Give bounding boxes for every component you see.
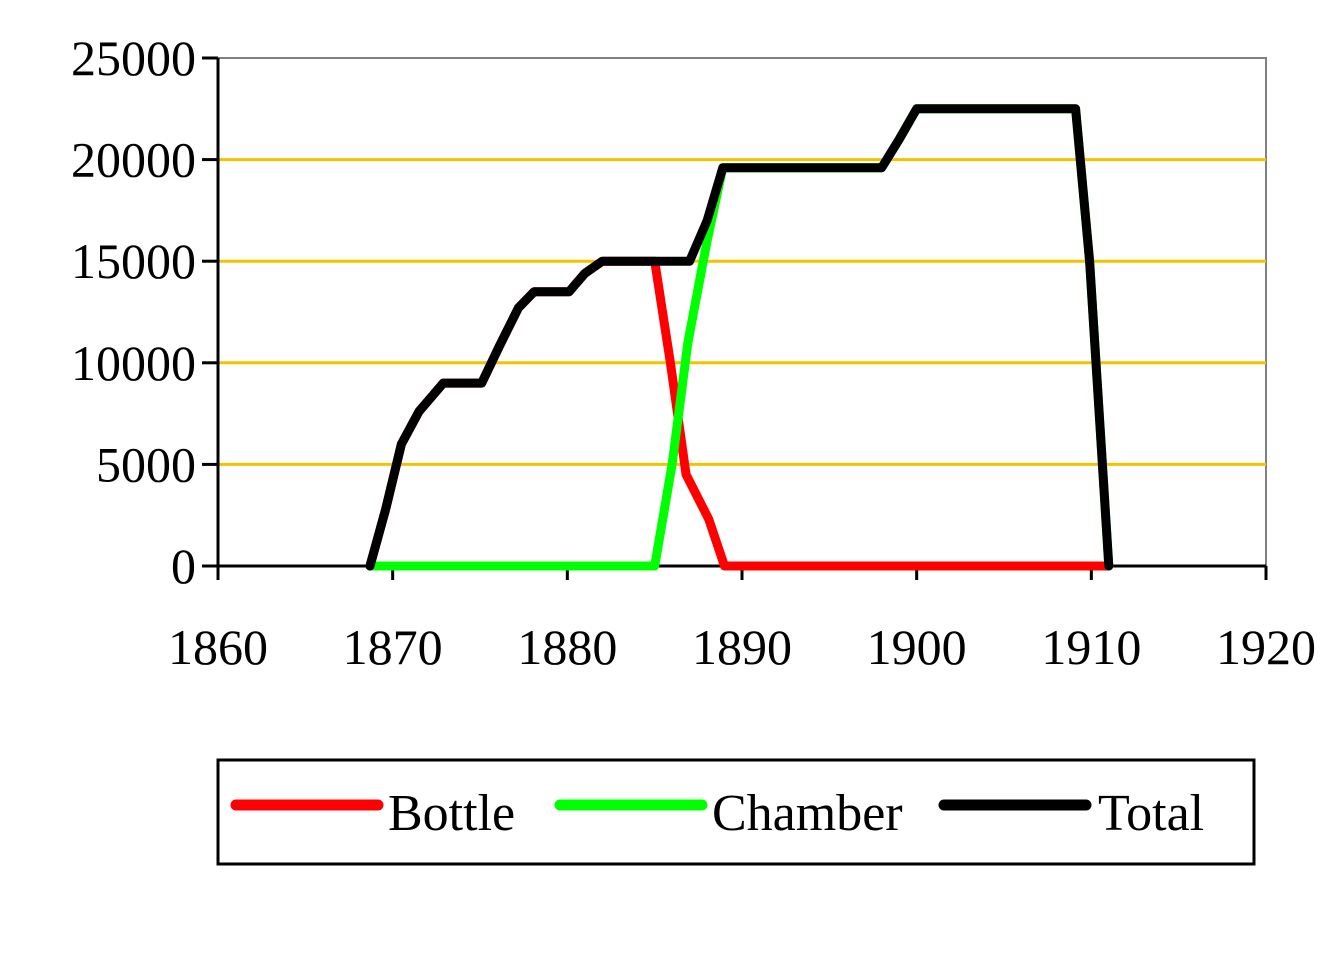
x-tick-label-1880: 1880 [517, 619, 617, 675]
y-tick-label-20000: 20000 [71, 132, 196, 188]
legend-box [216, 758, 1256, 866]
x-tick-label-1870: 1870 [343, 619, 443, 675]
x-tick-label-1860: 1860 [168, 619, 268, 675]
legend-label-bottle: Bottle [388, 785, 515, 842]
legend: Bottle Chamber Total [216, 758, 1256, 866]
y-tick-label-10000: 10000 [71, 335, 196, 391]
series-line-total [365, 104, 1114, 571]
plot-area [217, 57, 1267, 567]
legend-items: Bottle Chamber Total [230, 785, 1204, 842]
x-tick-label-1900: 1900 [867, 619, 967, 675]
x-axis: 1860 1870 1880 1890 1900 1910 1920 [168, 564, 1316, 675]
series-layer [365, 104, 1114, 571]
y-axis: 0 5000 10000 15000 20000 25000 [71, 30, 220, 594]
x-tick-label-1920: 1920 [1216, 619, 1316, 675]
y-tick-label-15000: 15000 [71, 233, 196, 289]
legend-label-total: Total [1098, 785, 1204, 842]
legend-label-chamber: Chamber [712, 785, 903, 842]
x-tick-label-1890: 1890 [692, 619, 792, 675]
y-tick-label-25000: 25000 [71, 30, 196, 86]
y-tick-label-0: 0 [171, 538, 196, 594]
x-tick-label-1910: 1910 [1041, 619, 1141, 675]
y-tick-label-5000: 5000 [96, 436, 196, 492]
gridlines [218, 158, 1266, 466]
